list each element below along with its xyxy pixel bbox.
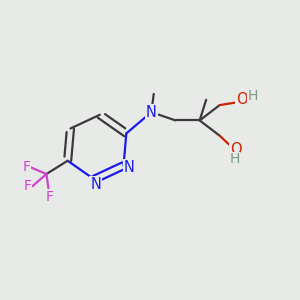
Text: H: H	[248, 89, 258, 103]
Text: F: F	[22, 160, 30, 174]
Text: H: H	[229, 152, 240, 166]
Text: F: F	[24, 179, 32, 194]
Text: N: N	[123, 160, 134, 175]
Text: N: N	[146, 105, 157, 120]
Text: F: F	[45, 190, 53, 204]
Text: O: O	[236, 92, 247, 107]
Text: O: O	[230, 142, 242, 157]
Text: N: N	[90, 177, 101, 192]
